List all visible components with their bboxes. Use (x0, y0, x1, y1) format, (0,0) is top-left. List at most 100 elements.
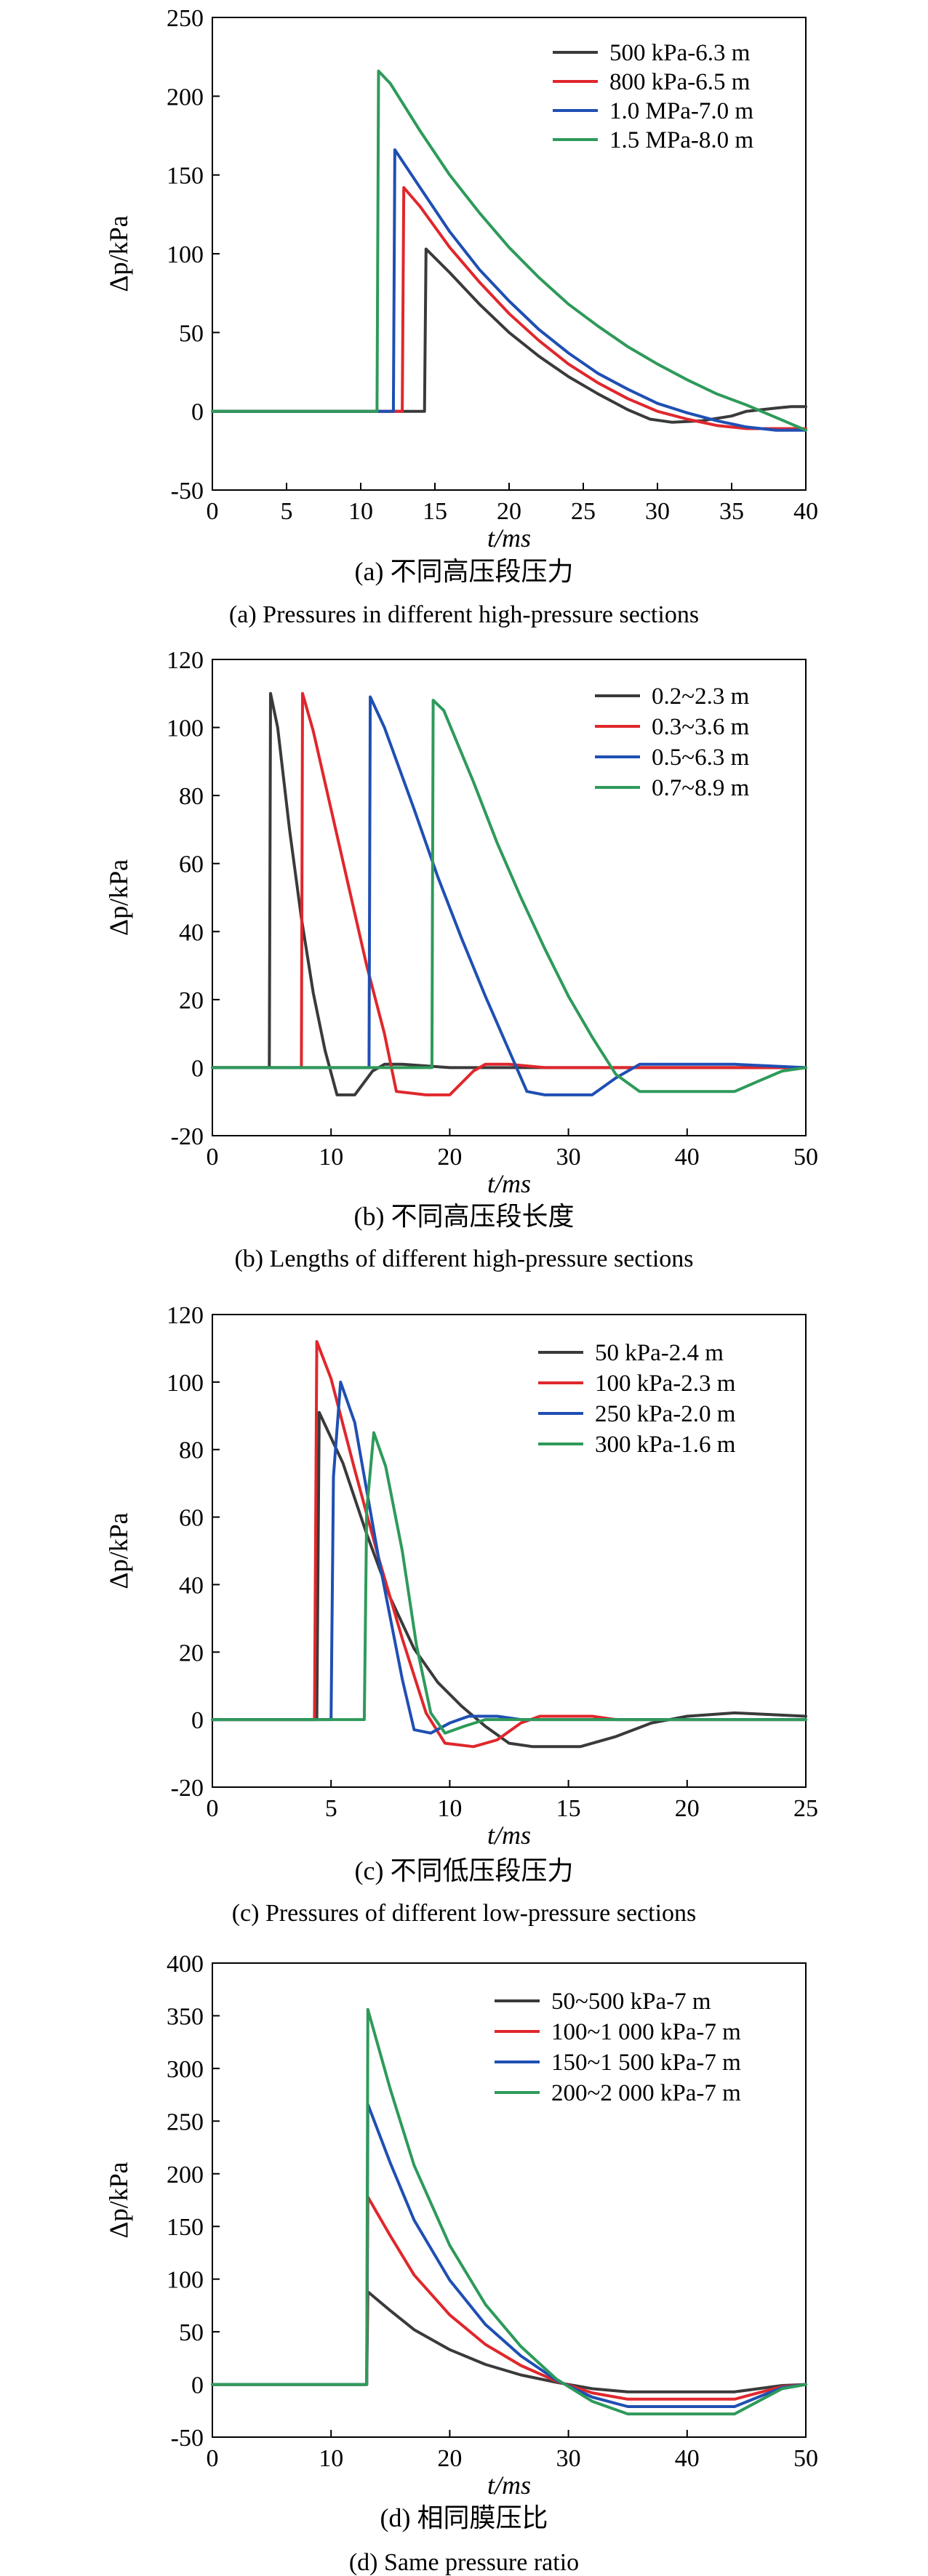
x-axis-label: t/ms (487, 2471, 531, 2500)
legend-label: 500 kPa-6.3 m (609, 40, 751, 66)
y-tick-label: 50 (179, 320, 204, 347)
x-axis-label: t/ms (487, 523, 531, 553)
legend: 50~500 kPa-7 m 100~1 000 kPa-7 m 150~1 500… (495, 1989, 741, 2106)
y-axis-label: Δp/kPa (104, 215, 133, 292)
y-axis-label: Δp/kPa (104, 2162, 133, 2238)
chart-panel-3: 0 5 10 15 20 25-20020406080100120t/msΔp/kPa50… (104, 1302, 818, 1927)
legend-label: 250 kPa-2.0 m (595, 1401, 736, 1427)
series-line-3 (211, 2103, 807, 2408)
x-tick-label: 30 (556, 2445, 581, 2472)
x-tick-label: 0 (207, 2445, 219, 2472)
x-tick-label: 0 (207, 498, 219, 525)
plot-frame (212, 1962, 807, 2438)
x-tick-label: 10 (437, 1795, 462, 1822)
x-tick-label: 5 (325, 1795, 337, 1822)
x-axis-label: t/ms (487, 1821, 531, 1850)
y-tick-label: 120 (167, 647, 204, 674)
y-tick-label: 100 (167, 241, 204, 268)
y-tick-label: -20 (171, 1775, 204, 1802)
y-tick-label: 150 (167, 2214, 204, 2241)
y-tick-label: 300 (167, 2056, 204, 2083)
legend-label: 50 kPa-2.4 m (595, 1340, 724, 1366)
caption-cn: (d) 相同膜压比 (380, 2503, 548, 2532)
y-tick-label: 200 (167, 2162, 204, 2188)
y-tick-label: 60 (179, 1505, 204, 1532)
legend-label: 150~1 500 kPa-7 m (551, 2050, 741, 2076)
y-tick-label: 200 (167, 84, 204, 111)
x-tick-label: 25 (793, 1795, 818, 1822)
plot-frame (212, 659, 807, 1136)
x-tick-label: 0 (207, 1144, 219, 1171)
x-tick-label: 10 (319, 1144, 343, 1171)
y-tick-label: 350 (167, 2003, 204, 2030)
x-tick-label: 50 (793, 1144, 818, 1171)
x-tick-label: 30 (556, 1144, 581, 1171)
y-tick-label: 20 (179, 987, 204, 1014)
x-tick-label: 15 (423, 498, 447, 525)
legend-label: 0.7~8.9 m (652, 775, 750, 801)
plot-frame (212, 1314, 807, 1788)
series-line-2 (211, 186, 807, 430)
y-tick-label: -50 (171, 2425, 204, 2452)
caption-cn: (b) 不同高压段长度 (354, 1202, 575, 1231)
x-tick-label: 15 (556, 1795, 581, 1822)
x-tick-label: 35 (719, 498, 744, 525)
x-tick-label: 20 (497, 498, 521, 525)
y-tick-label: 50 (179, 2319, 204, 2346)
y-tick-label: 150 (167, 163, 204, 190)
x-tick-label: 40 (675, 2445, 700, 2472)
y-axis-label: Δp/kPa (104, 1512, 133, 1589)
series-line-2 (211, 1340, 807, 1749)
chart-panel-1: 0 5 10 15 20 25 30 35 40-50050100150200250t/msΔp… (104, 5, 818, 628)
series-line-3 (211, 695, 807, 1096)
y-tick-label: -50 (171, 478, 204, 505)
legend-label: 1.0 MPa-7.0 m (609, 98, 753, 124)
series-line-4 (211, 1431, 807, 1735)
legend-label: 0.2~2.3 m (652, 683, 750, 710)
legend-label: 50~500 kPa-7 m (551, 1989, 711, 2015)
series-line-1 (211, 2290, 807, 2394)
x-tick-label: 10 (348, 498, 373, 525)
caption-en: (d) Same pressure ratio (349, 2549, 579, 2576)
y-tick-label: 0 (191, 1707, 204, 1734)
caption-cn: (a) 不同高压段压力 (355, 557, 574, 586)
legend-label: 200~2 000 kPa-7 m (551, 2080, 741, 2106)
legend-label: 0.3~3.6 m (652, 714, 750, 740)
y-tick-label: 250 (167, 5, 204, 32)
y-tick-label: 400 (167, 1951, 204, 1978)
y-tick-label: 250 (167, 2108, 204, 2135)
y-tick-label: -20 (171, 1123, 204, 1150)
x-tick-label: 10 (319, 2445, 343, 2472)
series-line-4 (211, 2007, 807, 2416)
series-line-4 (211, 699, 807, 1094)
y-tick-label: 100 (167, 715, 204, 742)
legend: 50 kPa-2.4 m 100 kPa-2.3 m 250 kPa-2.0 m 30… (538, 1340, 736, 1458)
series-line-1 (211, 1411, 807, 1749)
x-tick-label: 0 (207, 1795, 219, 1822)
chart-panel-2: 0 10 20 30 40 50-20020406080100120t/msΔp/kPa0… (104, 647, 818, 1272)
y-tick-label: 40 (179, 919, 204, 946)
x-tick-label: 25 (571, 498, 596, 525)
legend-label: 300 kPa-1.6 m (595, 1432, 736, 1458)
x-tick-label: 40 (675, 1144, 700, 1171)
caption-en: (b) Lengths of different high-pressure s… (234, 1245, 693, 1272)
legend: 0.2~2.3 m 0.3~3.6 m 0.5~6.3 m 0.7~8.9 m (595, 683, 750, 801)
caption-en: (a) Pressures in different high-pressure… (229, 601, 699, 628)
legend-label: 1.5 MPa-8.0 m (609, 127, 753, 153)
y-axis-label: Δp/kPa (104, 859, 133, 936)
y-tick-label: 100 (167, 1370, 204, 1397)
x-tick-label: 30 (645, 498, 670, 525)
x-tick-label: 5 (281, 498, 293, 525)
legend-label: 800 kPa-6.5 m (609, 69, 751, 95)
series-line-4 (211, 69, 807, 432)
x-tick-label: 40 (793, 498, 818, 525)
y-tick-label: 60 (179, 851, 204, 878)
chart-panel-4: 0 10 20 30 40 50-50050100150200250300350400t/… (104, 1951, 818, 2576)
legend-label: 100~1 000 kPa-7 m (551, 2019, 741, 2045)
series-line-2 (211, 691, 807, 1096)
caption-cn: (c) 不同低压段压力 (355, 1856, 574, 1885)
y-tick-label: 120 (167, 1302, 204, 1329)
y-tick-label: 20 (179, 1640, 204, 1666)
y-tick-label: 0 (191, 1055, 204, 1082)
